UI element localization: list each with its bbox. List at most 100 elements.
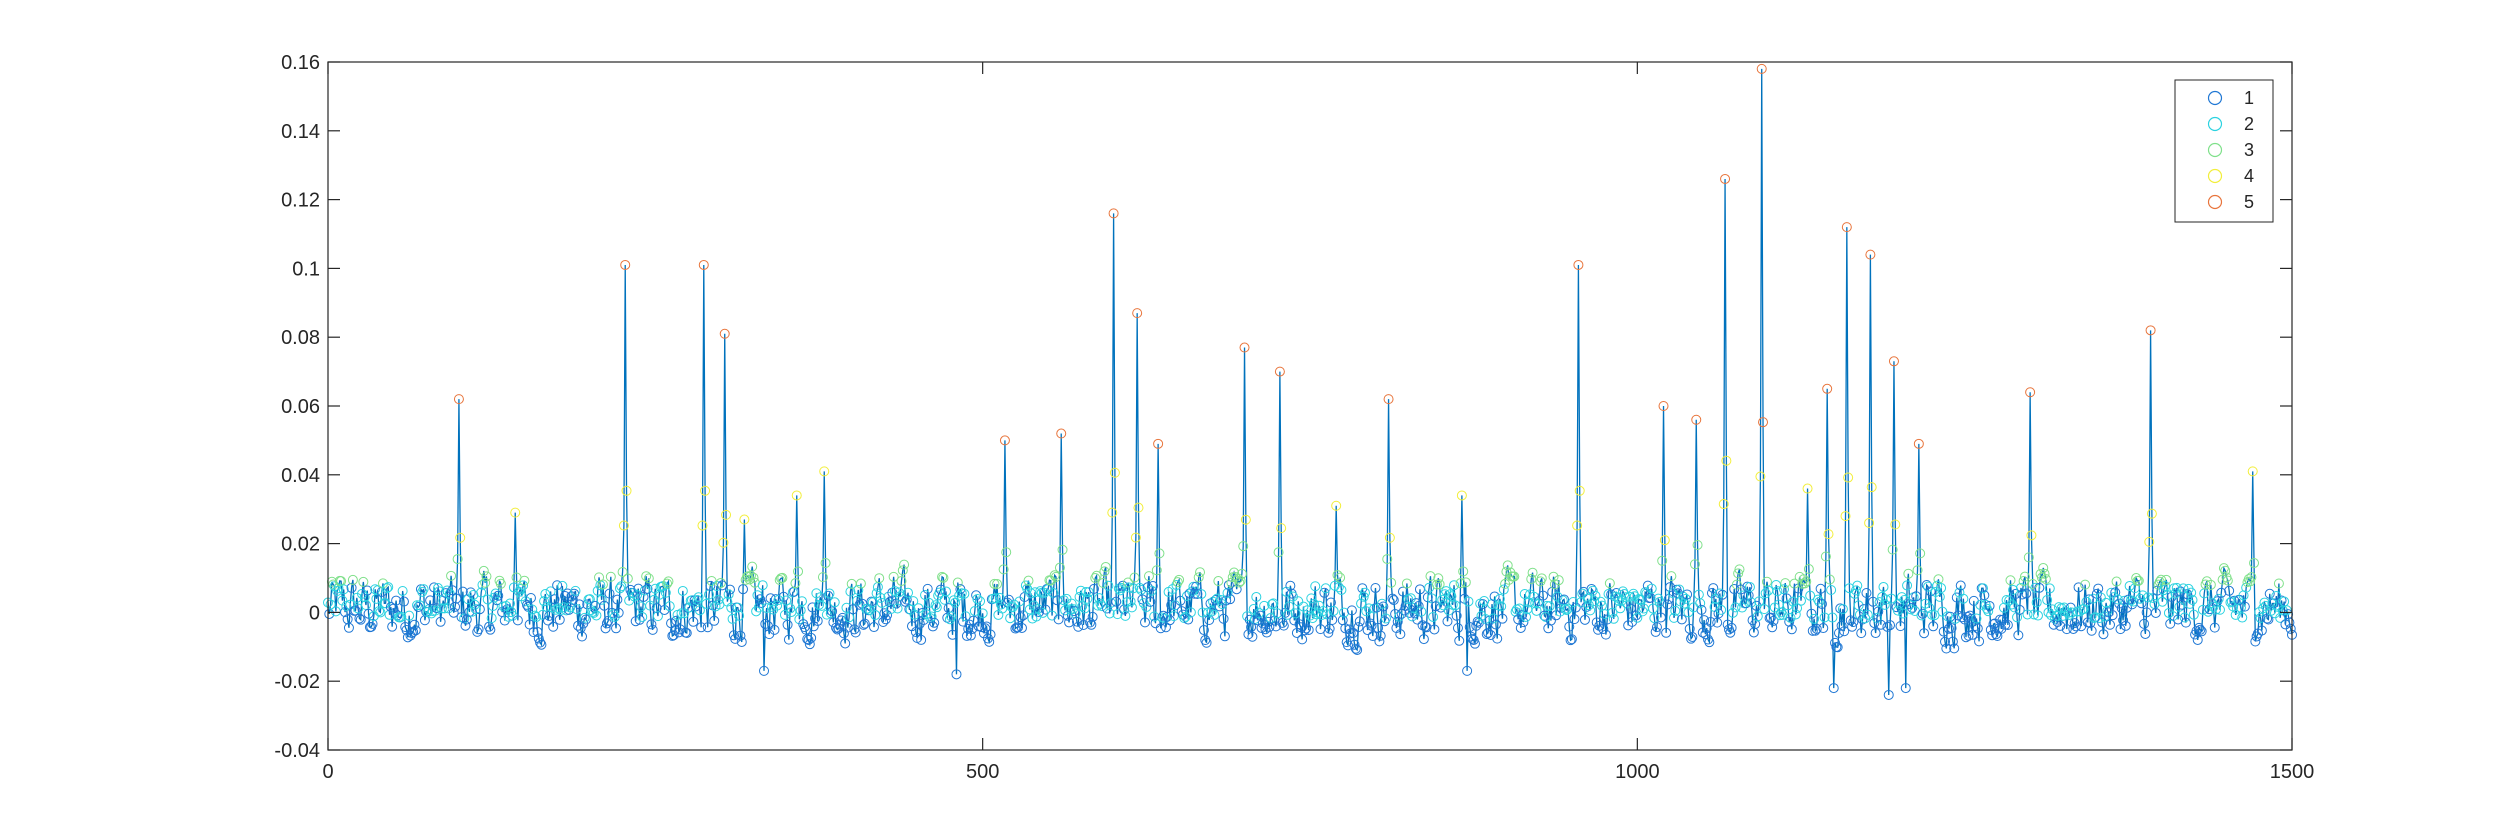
data-point	[1959, 614, 1970, 625]
data-point	[709, 615, 720, 626]
data-point	[387, 621, 398, 632]
data-point	[604, 588, 615, 599]
data-point	[701, 598, 712, 609]
data-point	[1077, 601, 1088, 612]
data-point	[874, 573, 885, 584]
data-point	[981, 621, 992, 632]
data-point	[719, 328, 730, 339]
data-point	[552, 580, 563, 591]
data-point	[681, 628, 692, 638]
data-point	[1595, 596, 1606, 607]
data-point	[2152, 585, 2163, 596]
data-point	[876, 597, 887, 608]
data-point	[1463, 596, 1474, 607]
data-point	[1680, 593, 1691, 604]
data-point	[1119, 604, 1130, 615]
data-point	[1434, 579, 1445, 590]
data-point	[1049, 570, 1060, 581]
data-point	[1392, 616, 1403, 627]
data-point	[1726, 622, 1737, 633]
data-point	[1378, 601, 1389, 612]
data-point	[1708, 583, 1719, 594]
data-point	[2218, 563, 2229, 574]
data-point	[367, 618, 378, 629]
series-line	[327, 68, 2293, 695]
data-point	[550, 604, 561, 615]
data-point	[332, 585, 343, 596]
data-point	[2238, 590, 2249, 601]
data-point	[1153, 438, 1164, 449]
data-point	[451, 593, 462, 604]
data-point	[1534, 596, 1545, 606]
data-point	[2093, 583, 2104, 594]
data-point	[396, 611, 407, 622]
data-point	[1323, 627, 1334, 638]
data-point	[383, 582, 394, 593]
data-point	[596, 594, 607, 605]
data-point	[1704, 637, 1715, 648]
data-point	[1490, 619, 1501, 630]
data-point	[1569, 614, 1580, 625]
data-point	[1767, 622, 1778, 633]
data-point	[1553, 575, 1564, 586]
data-point	[380, 598, 391, 609]
data-point	[1832, 642, 1843, 653]
data-point	[1134, 582, 1145, 593]
data-point	[1941, 643, 1952, 654]
data-point	[408, 626, 419, 637]
data-point	[920, 590, 931, 601]
data-point	[1662, 599, 1673, 610]
data-point	[1301, 623, 1312, 634]
data-point	[937, 571, 948, 582]
data-point	[1559, 594, 1570, 605]
data-point	[1720, 173, 1731, 184]
data-point	[1895, 621, 1906, 632]
data-point	[908, 596, 919, 607]
data-point	[2137, 590, 2148, 601]
data-point	[1925, 586, 1936, 597]
data-point	[1018, 610, 1029, 621]
data-point	[2019, 571, 2030, 582]
data-point	[820, 558, 831, 569]
data-point	[889, 586, 900, 597]
data-point	[1155, 623, 1166, 634]
data-point	[1396, 608, 1407, 619]
data-point	[2192, 634, 2203, 645]
data-point	[855, 578, 866, 589]
data-point	[1377, 598, 1388, 609]
data-point	[1418, 634, 1429, 645]
data-point	[2171, 582, 2182, 593]
data-point	[1257, 618, 1268, 629]
data-point	[812, 615, 823, 626]
data-point	[464, 606, 475, 617]
data-point	[556, 605, 567, 616]
data-point	[1924, 602, 1935, 613]
data-point	[1983, 606, 1994, 617]
data-point	[1515, 622, 1526, 633]
data-point	[1572, 520, 1583, 531]
data-point	[1979, 590, 1990, 601]
data-point	[1421, 622, 1432, 633]
data-point	[990, 593, 1001, 604]
data-point	[2136, 598, 2147, 609]
data-point	[2067, 607, 2078, 618]
data-point	[1721, 455, 1732, 466]
data-point	[531, 612, 542, 623]
data-point	[1146, 585, 1157, 596]
data-point	[2032, 610, 2043, 621]
data-point	[647, 624, 658, 635]
data-point	[1154, 548, 1165, 559]
data-point	[2157, 596, 2168, 607]
data-point	[1816, 598, 1827, 609]
data-point	[1151, 565, 1162, 576]
data-point	[1057, 544, 1068, 555]
data-point	[853, 584, 864, 595]
data-point	[1253, 608, 1264, 619]
data-point	[1646, 583, 1657, 594]
data-point	[2110, 587, 2121, 598]
data-point	[460, 620, 471, 631]
data-point	[1781, 593, 1792, 604]
data-point	[1971, 613, 1982, 624]
data-point	[2194, 622, 2205, 633]
data-point	[998, 564, 1009, 575]
